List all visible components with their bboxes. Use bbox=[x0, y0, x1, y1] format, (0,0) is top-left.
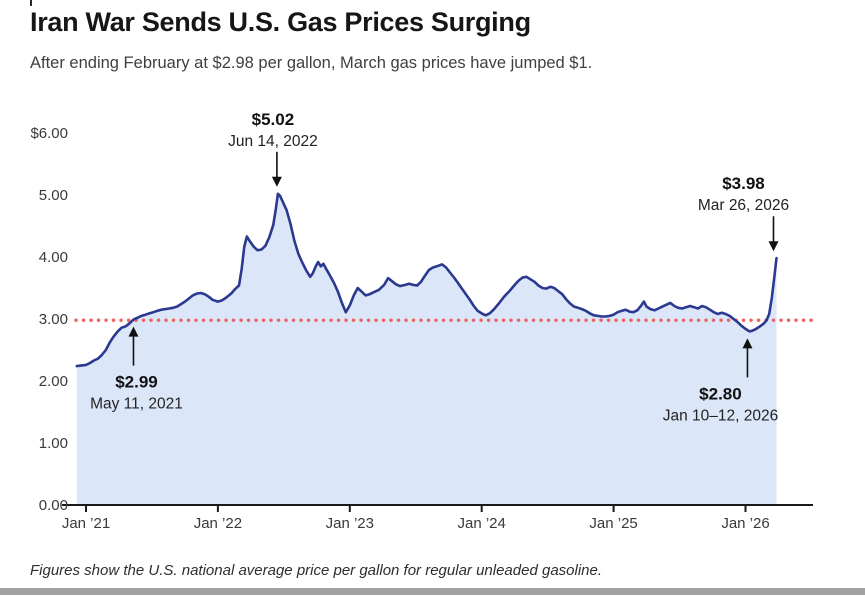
chart-footnote: Figures show the U.S. national average p… bbox=[30, 562, 603, 579]
x-axis-label: Jan ’22 bbox=[194, 515, 242, 532]
y-axis-label: 1.00 bbox=[39, 435, 68, 452]
annotation-price: $5.02 bbox=[252, 110, 295, 129]
y-axis-label: 5.00 bbox=[39, 187, 68, 204]
text-cursor-artifact bbox=[30, 0, 32, 6]
annotation-date: Mar 26, 2026 bbox=[698, 197, 789, 214]
annotation-arrowhead bbox=[271, 176, 282, 187]
y-axis-label: 0.00 bbox=[39, 497, 68, 514]
y-axis-label: 3.00 bbox=[39, 311, 68, 328]
x-axis-label: Jan ’21 bbox=[62, 515, 110, 532]
annotation-date: Jan 10–12, 2026 bbox=[663, 407, 779, 424]
x-axis-label: Jan ’25 bbox=[589, 515, 637, 532]
annotation-arrowhead bbox=[768, 241, 779, 252]
annotation-arrowhead bbox=[128, 326, 139, 337]
annotation-arrowhead bbox=[742, 338, 753, 349]
x-axis-label: Jan ’24 bbox=[458, 515, 506, 532]
page-subtitle: After ending February at $2.98 per gallo… bbox=[30, 54, 593, 72]
annotation-date: May 11, 2021 bbox=[90, 396, 183, 413]
annotation-price: $3.98 bbox=[722, 174, 765, 193]
y-axis-label: 2.00 bbox=[39, 373, 68, 390]
y-axis-label: 4.00 bbox=[39, 249, 68, 266]
x-axis-label: Jan ’23 bbox=[326, 515, 374, 532]
x-axis-label: Jan ’26 bbox=[721, 515, 769, 532]
annotation-price: $2.99 bbox=[115, 373, 158, 392]
y-axis-label: $6.00 bbox=[30, 125, 68, 142]
bottom-edge-bar bbox=[0, 588, 865, 595]
page-title: Iran War Sends U.S. Gas Prices Surging bbox=[30, 7, 531, 37]
price-area-fill bbox=[76, 193, 777, 506]
annotation-price: $2.80 bbox=[699, 384, 742, 403]
price-line bbox=[75, 192, 778, 368]
annotation-date: Jun 14, 2022 bbox=[228, 133, 318, 150]
